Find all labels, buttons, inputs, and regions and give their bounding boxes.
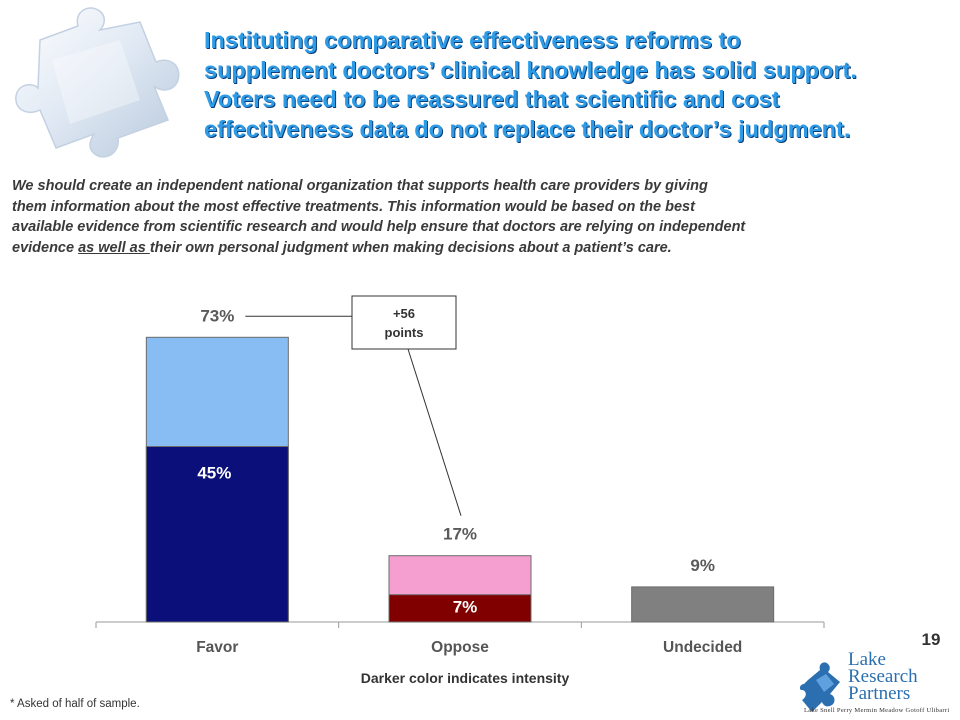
headline-line: Instituting comparative effectiveness re… xyxy=(204,27,741,53)
intense-label: 45% xyxy=(197,464,231,483)
category-label: Favor xyxy=(196,639,238,656)
headline-line: effectiveness data do not replace their … xyxy=(204,115,851,142)
logo-line: Research xyxy=(848,666,918,687)
question-line4-before: evidence xyxy=(12,239,79,256)
logo-line: Lake xyxy=(848,649,886,670)
total-label: 17% xyxy=(443,525,477,544)
callout-leader-oppose xyxy=(407,348,462,516)
puzzle-piece-icon xyxy=(15,7,180,158)
logo-wordmark: Lake Research Partners xyxy=(848,649,918,704)
callout-unit: points xyxy=(385,325,424,340)
logo-line: Partners xyxy=(848,683,911,704)
logo-puzzle-icon xyxy=(800,662,840,712)
total-label: 73% xyxy=(200,306,234,325)
question-underlined-phrase: as well as xyxy=(78,239,150,256)
bar-total-undecided xyxy=(631,586,775,623)
question-line: them information about the most effectiv… xyxy=(12,198,695,215)
category-label: Undecided xyxy=(663,639,742,656)
bar-intense-oppose xyxy=(388,594,532,623)
headline-line: Voters need to be reassured that scienti… xyxy=(204,86,780,112)
question-line: We should create an independent national… xyxy=(12,178,708,194)
question-line: available evidence from scientific resea… xyxy=(12,219,746,235)
footnote: * Asked of half of sample. xyxy=(10,698,140,710)
total-label: 9% xyxy=(690,556,715,575)
page-number: 19 xyxy=(921,630,941,649)
intensity-note: Darker color indicates intensity xyxy=(360,670,570,686)
callout-value: +56 xyxy=(393,306,415,321)
category-label: Oppose xyxy=(431,639,489,656)
bar-chart: 45% 73% Favor 7% 17% Oppose 9% Undecided +56 poin… xyxy=(95,295,825,656)
intense-label: 7% xyxy=(453,598,478,617)
question-line4-after: their own personal judgment when making … xyxy=(149,239,672,256)
question-line: evidence as well as their own personal j… xyxy=(12,238,957,259)
question-text: We should create an independent national… xyxy=(12,176,957,258)
headline: Instituting comparative effectiveness re… xyxy=(204,26,954,144)
bar-intense-favor xyxy=(145,446,289,623)
headline-line: supplement doctors’ clinical knowledge h… xyxy=(204,56,857,83)
callout-box xyxy=(351,295,457,350)
logo-partner-names: Lake Snell Perry Mermin Meadow Gotoff Ul… xyxy=(804,707,950,714)
